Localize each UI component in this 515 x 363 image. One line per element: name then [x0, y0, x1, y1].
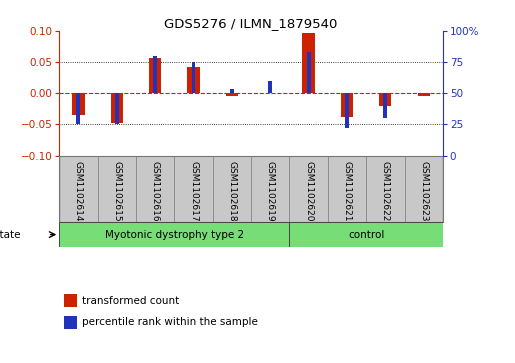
Bar: [341, 93, 353, 117]
Text: GSM1102620: GSM1102620: [304, 161, 313, 221]
Bar: [289, 223, 443, 247]
Bar: [379, 93, 391, 106]
Bar: [226, 93, 238, 96]
Bar: [307, 52, 311, 93]
Bar: [59, 223, 289, 247]
Bar: [115, 93, 118, 125]
Bar: [418, 93, 430, 96]
Bar: [153, 56, 157, 93]
Text: control: control: [348, 229, 384, 240]
Bar: [192, 62, 195, 93]
Bar: [111, 93, 123, 123]
Text: percentile rank within the sample: percentile rank within the sample: [82, 317, 259, 327]
Text: GSM1102622: GSM1102622: [381, 161, 390, 221]
Text: Myotonic dystrophy type 2: Myotonic dystrophy type 2: [105, 229, 244, 240]
Text: GSM1102621: GSM1102621: [342, 161, 351, 221]
Bar: [384, 93, 387, 118]
Bar: [187, 67, 200, 93]
Bar: [77, 93, 80, 125]
Bar: [149, 58, 161, 93]
Text: GSM1102614: GSM1102614: [74, 161, 83, 221]
Text: GSM1102618: GSM1102618: [228, 161, 236, 221]
Bar: [268, 81, 272, 93]
Text: transformed count: transformed count: [82, 295, 180, 306]
Text: GSM1102623: GSM1102623: [419, 161, 428, 221]
Bar: [345, 93, 349, 128]
Text: GSM1102619: GSM1102619: [266, 161, 274, 221]
Title: GDS5276 / ILMN_1879540: GDS5276 / ILMN_1879540: [164, 17, 338, 30]
Bar: [72, 93, 84, 115]
Text: GSM1102615: GSM1102615: [112, 161, 121, 221]
Bar: [230, 89, 234, 93]
Text: GSM1102616: GSM1102616: [151, 161, 160, 221]
Text: disease state: disease state: [0, 229, 21, 240]
Text: GSM1102617: GSM1102617: [189, 161, 198, 221]
Bar: [302, 33, 315, 93]
